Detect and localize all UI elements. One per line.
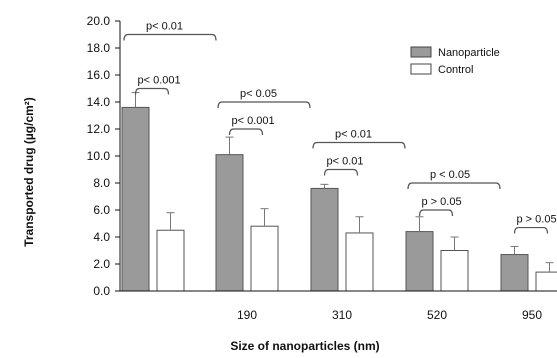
y-tick-label: 12.0 xyxy=(87,122,111,136)
bar-control-0 xyxy=(156,229,185,292)
y-tick-label: 6.0 xyxy=(93,203,110,217)
x-tick-label: 310 xyxy=(332,308,352,322)
y-tick-label: 16.0 xyxy=(87,68,111,82)
p-value-label: p< 0.01 xyxy=(146,21,183,33)
legend-label-nanoparticle: Nanoparticle xyxy=(438,47,500,59)
y-tick-label: 0.0 xyxy=(93,284,110,298)
legend-swatch-nanoparticle xyxy=(410,46,432,58)
bar-control-4 xyxy=(535,271,557,292)
y-ticks: 0.0 2.0 4.0 6.0 8.0 10.0 12.0 14.0 16.0 18.0 20.0 xyxy=(87,14,120,298)
x-tick-labels: 190 310 520 950 xyxy=(237,308,542,322)
bar-control-3 xyxy=(440,250,469,292)
x-tick-label: 520 xyxy=(427,308,447,322)
bar-control-2 xyxy=(345,232,374,292)
legend: Nanoparticle Control xyxy=(410,46,500,76)
y-tick-label: 8.0 xyxy=(93,176,110,190)
p-value-label: p< 0.001 xyxy=(138,75,181,87)
y-tick-label: 18.0 xyxy=(87,41,111,55)
y-tick-label: 4.0 xyxy=(93,230,110,244)
significance-bracket xyxy=(228,128,264,136)
bar-nanoparticle-0 xyxy=(121,106,150,292)
bar-nanoparticle-4 xyxy=(500,254,529,292)
significance-bracket xyxy=(123,33,217,41)
legend-swatch-control xyxy=(410,63,432,75)
significance-bracket xyxy=(323,168,359,176)
bars xyxy=(120,92,557,292)
significance-bracket xyxy=(134,87,170,95)
p-value-label: p< 0.001 xyxy=(232,115,275,127)
bar-nanoparticle-3 xyxy=(405,231,434,292)
bar-nanoparticle-1 xyxy=(215,154,244,292)
bar-control-1 xyxy=(250,225,279,292)
x-tick-label: 190 xyxy=(237,308,257,322)
x-tick-label: 950 xyxy=(522,308,542,322)
significance-bracket xyxy=(513,226,549,234)
p-value-label: p< 0.05 xyxy=(240,88,277,100)
p-value-label: p < 0.05 xyxy=(430,169,470,181)
p-value-label: p > 0.05 xyxy=(422,196,462,208)
p-value-label: p< 0.01 xyxy=(327,156,364,168)
y-tick-label: 14.0 xyxy=(87,95,111,109)
y-tick-label: 10.0 xyxy=(87,149,111,163)
significance-annotations: p< 0.01 p< 0.001 p< 0.05 p< 0.001 p< 0.01 p< … xyxy=(123,21,557,234)
y-axis-title: Transported drug (µg/cm²) xyxy=(22,97,36,247)
p-value-label: p< 0.01 xyxy=(335,129,372,141)
y-tick-label: 2.0 xyxy=(93,257,110,271)
legend-label-control: Control xyxy=(438,64,473,76)
bar-nanoparticle-2 xyxy=(310,187,339,292)
significance-bracket xyxy=(407,182,501,190)
significance-bracket xyxy=(217,101,311,109)
significance-bracket xyxy=(418,209,454,217)
p-value-label: p > 0.05 xyxy=(517,214,557,226)
y-tick-label: 20.0 xyxy=(87,14,111,28)
significance-bracket xyxy=(312,141,406,149)
x-axis-title: Size of nanoparticles (nm) xyxy=(230,339,379,353)
